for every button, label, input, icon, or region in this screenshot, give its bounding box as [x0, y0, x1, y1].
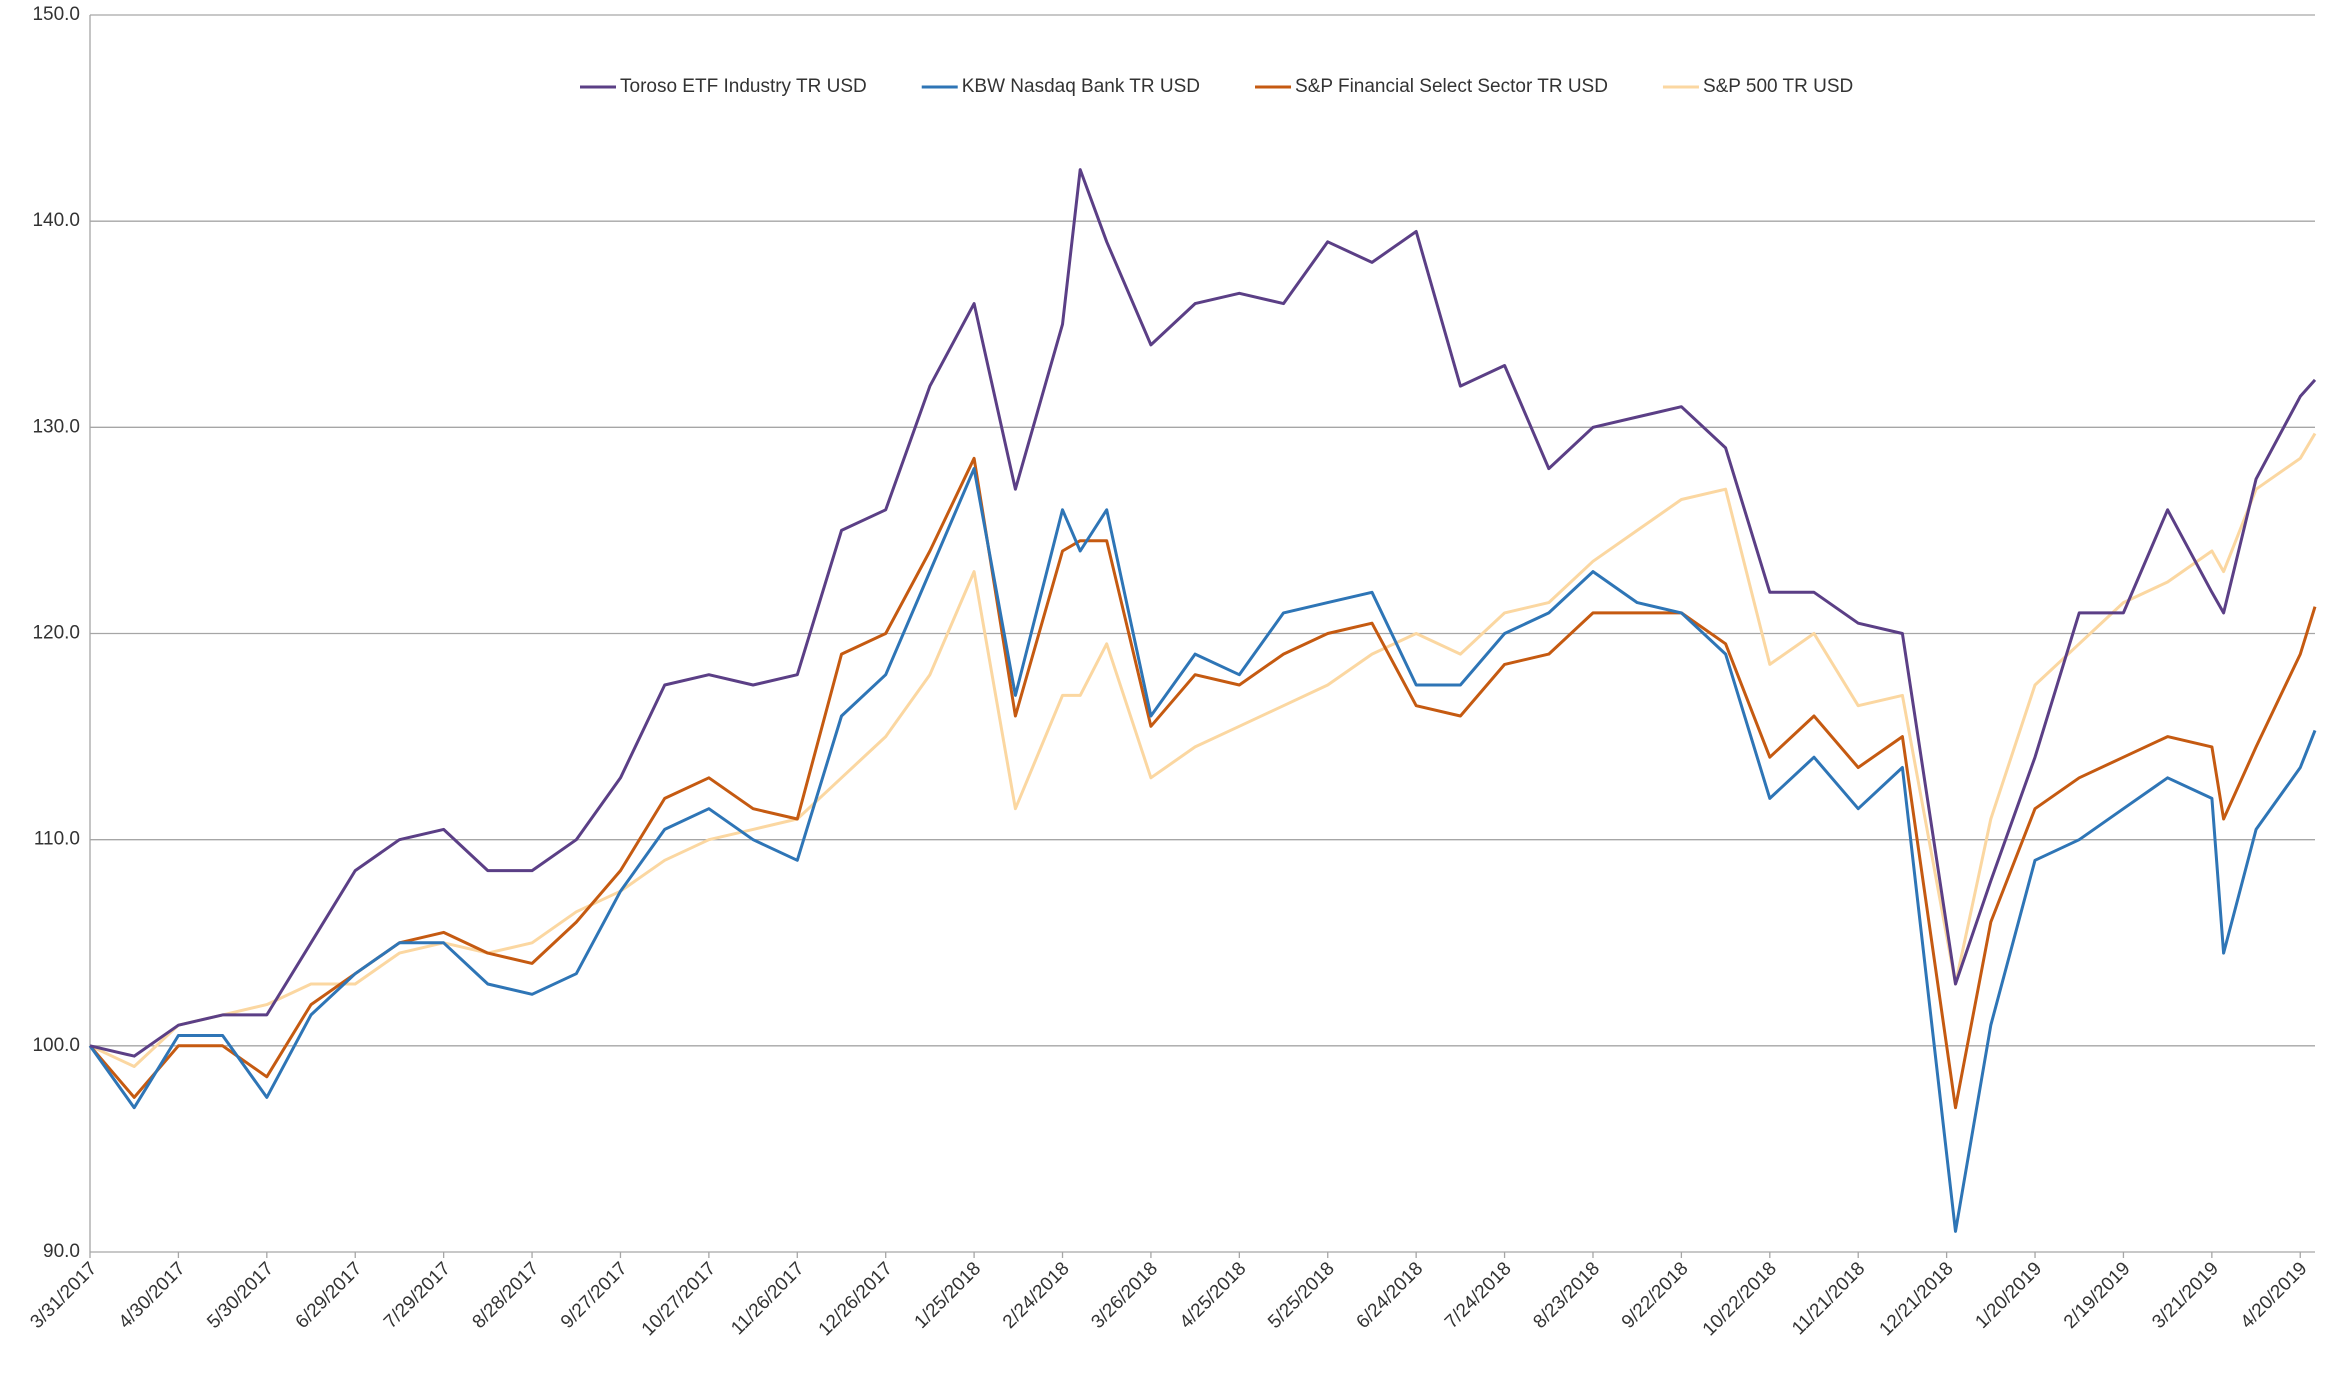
legend-label: Toroso ETF Industry TR USD: [620, 76, 867, 97]
y-tick-label: 90.0: [43, 1241, 80, 1262]
y-tick-label: 100.0: [32, 1035, 80, 1056]
series-line: [88, 467, 2317, 1233]
y-tick-label: 120.0: [32, 623, 80, 644]
y-tick-label: 110.0: [34, 829, 80, 850]
series-line: [89, 168, 2317, 1058]
legend-label: KBW Nasdaq Bank TR USD: [962, 76, 1200, 97]
y-tick-label: 150.0: [32, 4, 80, 25]
legend-label: S&P 500 TR USD: [1703, 76, 1853, 97]
series-line: [88, 456, 2317, 1110]
y-tick-label: 140.0: [32, 210, 80, 231]
legend-label: S&P Financial Select Sector TR USD: [1295, 76, 1608, 97]
series-line: [89, 432, 2317, 1068]
y-tick-label: 130.0: [32, 416, 80, 437]
